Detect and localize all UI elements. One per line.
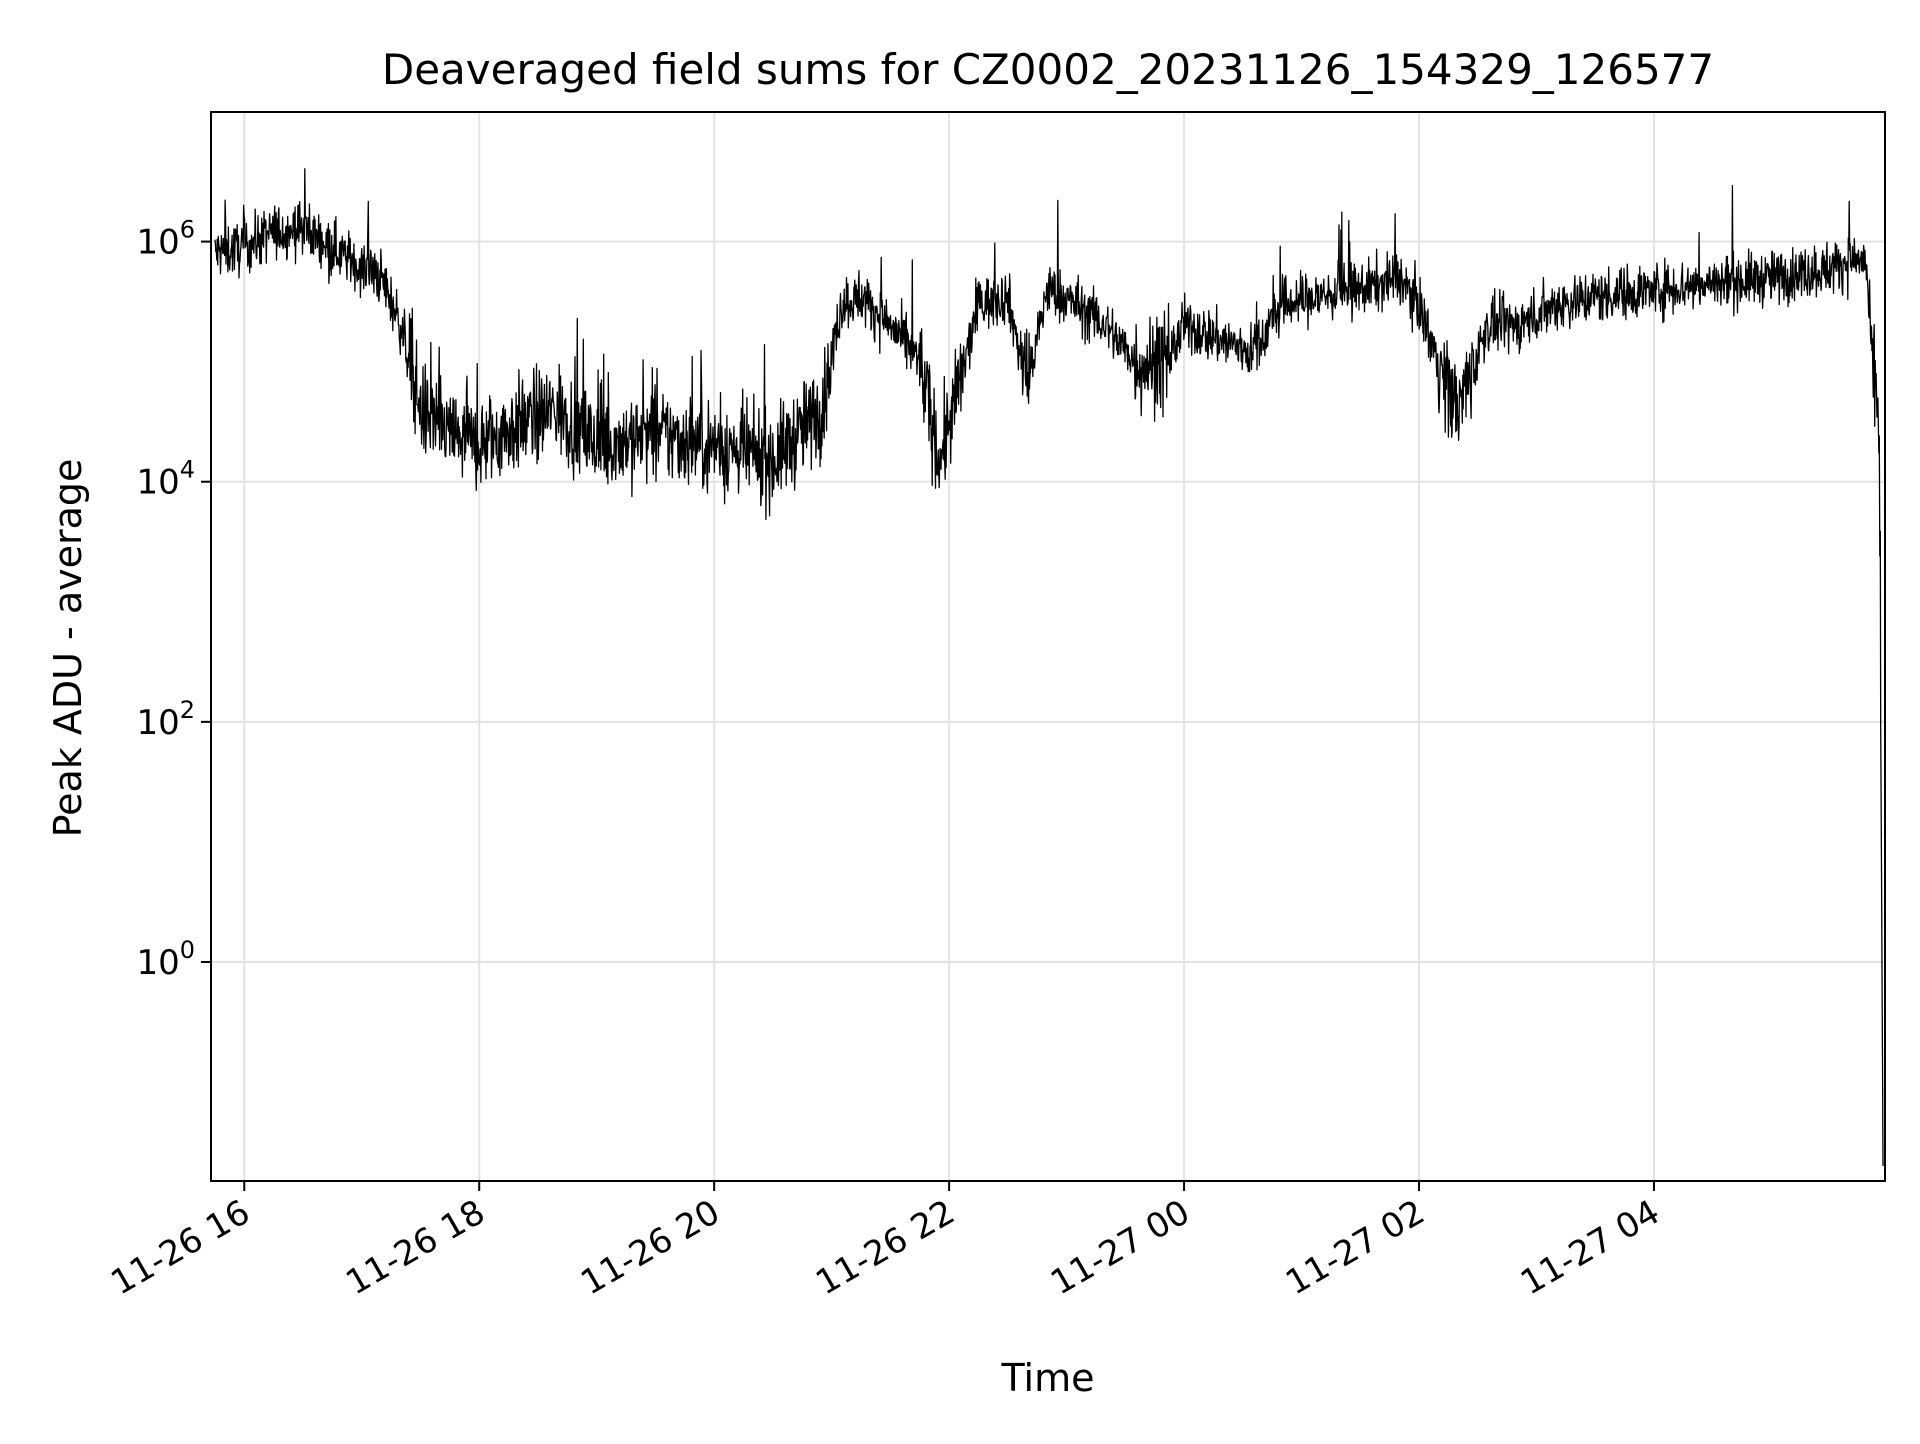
x-tick-label: 11-26 20: [574, 1192, 726, 1303]
x-tick-label: 11-27 02: [1279, 1192, 1431, 1303]
series-line-0: [214, 168, 1884, 1167]
x-tick-label: 11-26 16: [104, 1192, 256, 1303]
y-tick-label: 102: [136, 696, 195, 743]
y-tick-label: 106: [136, 216, 195, 263]
x-tick-label: 11-26 22: [809, 1192, 961, 1303]
x-tick-label: 11-27 04: [1514, 1192, 1666, 1303]
grid-layer: [211, 112, 1885, 1181]
data-line-layer: [214, 168, 1884, 1167]
chart-title: Deaveraged field sums for CZ0002_2023112…: [382, 45, 1714, 94]
x-tick-label: 11-26 18: [339, 1192, 491, 1303]
y-tick-label: 104: [136, 456, 195, 503]
plot-frame: [210, 111, 1886, 1182]
y-axis-label: Peak ADU - average: [46, 459, 90, 838]
x-axis-label: Time: [1001, 1356, 1095, 1400]
x-axis-ticks: 11-26 16 11-26 18 11-26 20 11-26 22 11-27 00…: [104, 1181, 1666, 1303]
y-tick-label: 100: [136, 936, 195, 983]
x-tick-label: 11-27 00: [1044, 1192, 1196, 1303]
y-axis-ticks: 100 102 104 106: [136, 216, 211, 983]
